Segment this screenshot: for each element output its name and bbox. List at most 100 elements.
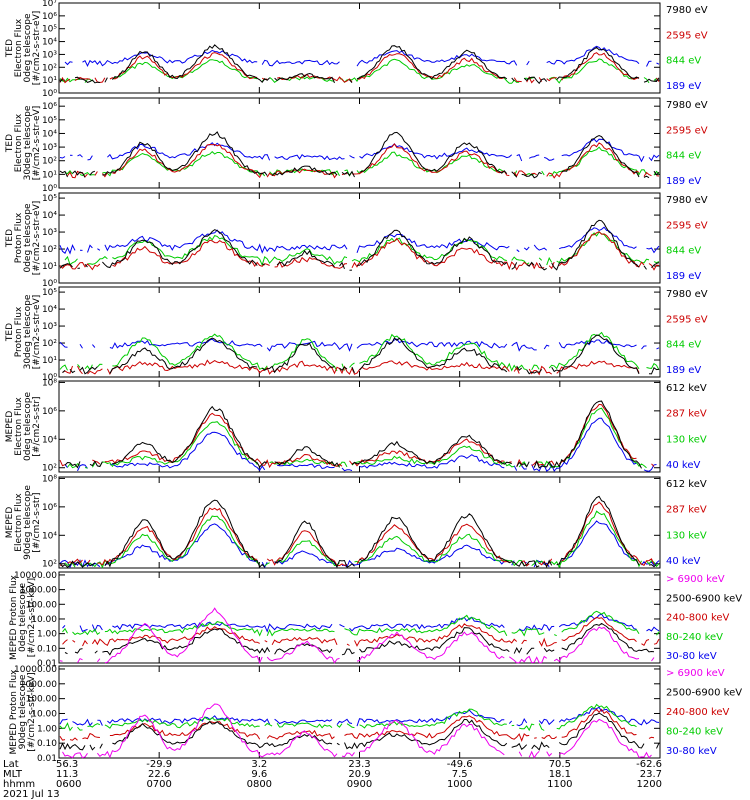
panel-2: 10⁰ 10¹ 10² 10³ 10⁴ 10⁵ 10⁶ TED Electron Flux 30d…	[5, 97, 708, 194]
y-axis-label: Proton Flux	[14, 306, 24, 357]
legend-label: 287 keV	[666, 409, 707, 420]
legend-label: 80-240 keV	[666, 727, 723, 738]
legend-label: 844 eV	[666, 246, 701, 257]
y-axis-label: Electron Flux	[14, 113, 24, 172]
lat-label: 3.2	[251, 759, 267, 770]
series-line	[59, 706, 660, 727]
series-line	[59, 138, 660, 163]
y-tick-label: 10⁰	[42, 279, 57, 289]
y-tick-label: 10⁰	[42, 89, 57, 99]
y-axis-label: [#/cm2-s-str]	[32, 396, 42, 456]
y-axis-label: [#/cm2-s-str-eV]	[32, 11, 42, 86]
y-tick-label: 10⁴	[42, 531, 57, 541]
y-tick-label: 10⁶	[42, 12, 57, 22]
panel-5: 10² 10⁴ 10⁶ 10⁸ MEPED Electron Flux 0deg teles…	[5, 378, 707, 473]
y-axis-label: [#/cm2-s-str]	[32, 492, 42, 552]
y-tick-label: 10⁷	[42, 0, 57, 9]
y-tick-label: 10³	[42, 228, 57, 238]
time-label: 1100	[547, 779, 572, 790]
series-line	[59, 131, 660, 179]
y-tick-label: 100.00	[26, 600, 58, 610]
panel-7: 0.01 0.10 1.00 10.00 100.00 1000.00 10000.00ME…	[9, 571, 742, 669]
legend-label: 189 eV	[666, 81, 701, 92]
legend-label: 844 eV	[666, 151, 701, 162]
series-line	[63, 704, 660, 758]
legend-label: 189 eV	[666, 271, 701, 282]
series-line	[64, 417, 657, 472]
y-tick-label: 10¹	[42, 356, 57, 366]
y-axis-label: TED	[5, 39, 15, 58]
time-label: 1200	[637, 779, 662, 790]
y-tick-label: 10⁸	[42, 474, 57, 484]
y-tick-label: 10⁴	[42, 211, 57, 221]
series-line	[59, 712, 660, 751]
series-line	[67, 142, 660, 179]
y-tick-label: 10⁵	[42, 288, 57, 298]
y-tick-label: 10⁰	[42, 373, 57, 383]
y-axis-label: [#/cm2-s-str-eV]	[32, 106, 42, 181]
y-axis-label: 90deg telescope	[23, 485, 33, 560]
time-label: 0900	[347, 779, 372, 790]
date-label: 2021 Jul 13	[3, 789, 60, 800]
legend-label: 130 keV	[666, 434, 707, 445]
y-tick-label: 10⁵	[42, 25, 57, 35]
lat-label: 56.3	[56, 759, 78, 770]
y-axis-label: [#/cm2-s-str-eV]	[32, 201, 42, 276]
y-tick-label: 10⁴	[42, 305, 57, 315]
y-tick-label: 1.00	[37, 724, 57, 734]
y-axis-label: [#/cm2-s-str-eV]	[32, 295, 42, 370]
y-tick-label: 10⁶	[42, 407, 57, 417]
y-tick-label: 10⁵	[42, 116, 57, 126]
legend-label: 30-80 keV	[666, 651, 717, 662]
y-axis-label: MEPED	[5, 411, 15, 443]
legend-label: 7980 eV	[666, 100, 708, 111]
time-label: 0700	[146, 779, 171, 790]
x-row-label: MLT	[3, 769, 23, 780]
legend-label: 612 keV	[666, 479, 707, 490]
y-axis-label: MEPED Proton Flux	[9, 669, 19, 755]
legend-label: 2595 eV	[666, 220, 708, 231]
legend-label: 40 keV	[666, 556, 700, 567]
legend-label: 2500-6900 keV	[666, 593, 742, 604]
y-tick-label: 10.00	[31, 615, 57, 625]
y-axis-label: Electron Flux	[14, 397, 24, 456]
lat-label: -62.6	[636, 759, 662, 770]
y-axis-label: 0deg telescope	[23, 13, 33, 83]
mlt-label: 9.6	[251, 769, 267, 780]
series-line	[62, 610, 660, 637]
y-tick-label: 10⁴	[42, 38, 57, 48]
legend-label: 2500-6900 keV	[666, 688, 742, 699]
series-line	[59, 219, 660, 271]
series-line	[64, 231, 660, 267]
series-line	[64, 510, 660, 569]
y-tick-label: 10²	[42, 560, 57, 570]
mlt-label: 22.6	[148, 769, 170, 780]
y-axis-label: Proton Flux	[14, 212, 24, 263]
series-line	[59, 58, 657, 84]
legend-label: 844 eV	[666, 56, 701, 67]
legend-label: 240-800 keV	[666, 707, 730, 718]
y-tick-label: 10³	[42, 50, 57, 60]
panel-1: 10⁰ 10¹ 10² 10³ 10⁴ 10⁵ 10⁶ 10⁷ TED Electron Flux…	[5, 0, 708, 99]
legend-label: 40 keV	[666, 460, 700, 471]
y-axis-label: 30deg telescope	[23, 105, 33, 180]
y-tick-label: 10000.00	[14, 571, 57, 581]
lat-label: -49.6	[447, 759, 473, 770]
y-tick-label: 10³	[42, 143, 57, 153]
panel-frame	[58, 380, 661, 473]
y-tick-label: 10²	[42, 339, 57, 349]
mlt-label: 20.9	[348, 769, 370, 780]
mlt-label: 18.1	[549, 769, 571, 780]
series-line	[64, 45, 660, 68]
y-axis-label: [#/cm2-s-str-keV]	[27, 578, 37, 657]
y-tick-label: 10²	[42, 245, 57, 255]
panel-frame	[58, 97, 661, 189]
series-line	[59, 231, 660, 271]
legend-label: > 6900 keV	[666, 574, 725, 585]
y-axis-label: TED	[5, 323, 15, 342]
y-tick-label: 10⁴	[42, 435, 57, 445]
y-tick-label: 10⁶	[42, 503, 57, 513]
y-tick-label: 10000.00	[14, 665, 57, 675]
time-label: 0800	[247, 779, 272, 790]
